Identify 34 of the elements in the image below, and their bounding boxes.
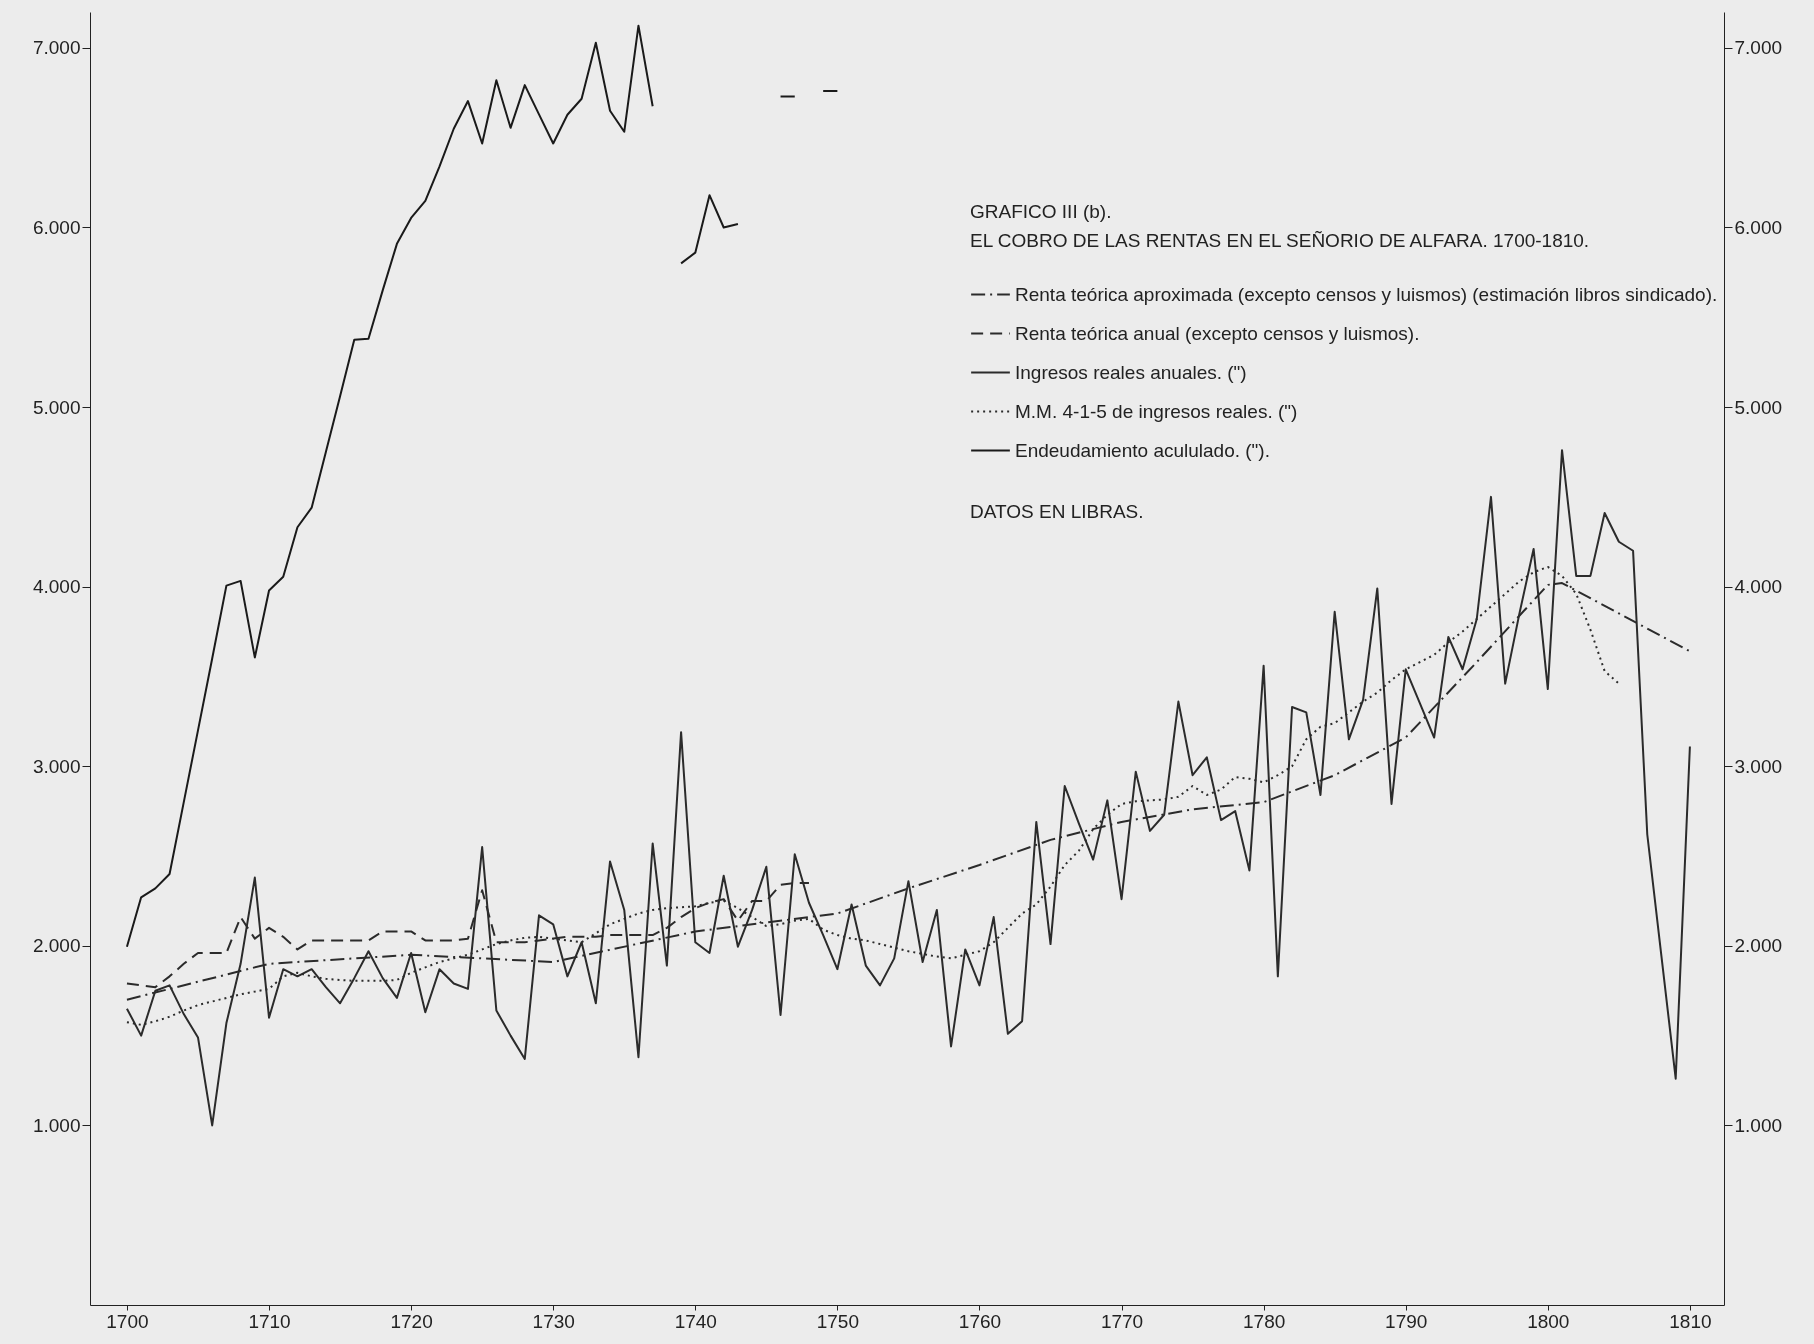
x-tick-label: 1790 xyxy=(1385,1310,1428,1332)
text: GRAFICO III (b). xyxy=(970,201,1112,222)
y2-tick-label: 2.000 xyxy=(1734,935,1783,957)
y-tick-label: 3.000 xyxy=(32,755,81,777)
y2-tick-label: 6.000 xyxy=(1734,217,1783,238)
legend-label: Renta teórica anual (excepto censos y luismos). xyxy=(1015,322,1420,344)
x-tick-label: 1810 xyxy=(1669,1310,1712,1332)
x-tick-label: 1770 xyxy=(1100,1310,1144,1332)
x-tick-label: 1730 xyxy=(532,1310,575,1332)
y2-tick-label: 1.000 xyxy=(1734,1114,1783,1136)
y2-tick-label: 7.000 xyxy=(1734,37,1783,59)
y-tick-label: 6.000 xyxy=(32,217,81,238)
legend-label: M.M. 4-1-5 de ingresos reales. (") xyxy=(1015,400,1298,422)
legend-label: Endeudamiento acululado. ("). xyxy=(1015,439,1270,461)
x-tick-label: 1720 xyxy=(390,1310,433,1332)
x-tick-label: 1800 xyxy=(1527,1310,1570,1332)
y-tick-label: 5.000 xyxy=(32,396,81,418)
y2-tick-label: 4.000 xyxy=(1734,576,1783,598)
y-tick-label: 7.000 xyxy=(32,37,81,59)
x-tick-label: 1760 xyxy=(958,1310,1002,1332)
legend-label: Ingresos reales anuales. (") xyxy=(1015,361,1247,383)
legend-label: Renta teórica aproximada (excepto censos y luismos) (estimación libros sindicado). xyxy=(1015,283,1718,305)
x-tick-label: 1750 xyxy=(816,1310,860,1332)
y2-tick-label: 3.000 xyxy=(1734,755,1783,777)
y-tick-label: 1.000 xyxy=(32,1114,81,1136)
x-tick-label: 1780 xyxy=(1243,1310,1286,1332)
x-tick-label: 1740 xyxy=(674,1310,717,1332)
y2-tick-label: 5.000 xyxy=(1734,396,1783,418)
x-tick-label: 1700 xyxy=(106,1310,149,1332)
y-tick-label: 2.000 xyxy=(32,935,81,957)
annotation: DATOS EN LIBRAS. xyxy=(970,501,1144,522)
y-tick-label: 4.000 xyxy=(32,576,81,598)
text: EL COBRO DE LAS RENTAS EN EL SEÑORIO DE ALFARA. 1700-1810. xyxy=(970,230,1590,251)
x-tick-label: 1710 xyxy=(248,1310,291,1332)
